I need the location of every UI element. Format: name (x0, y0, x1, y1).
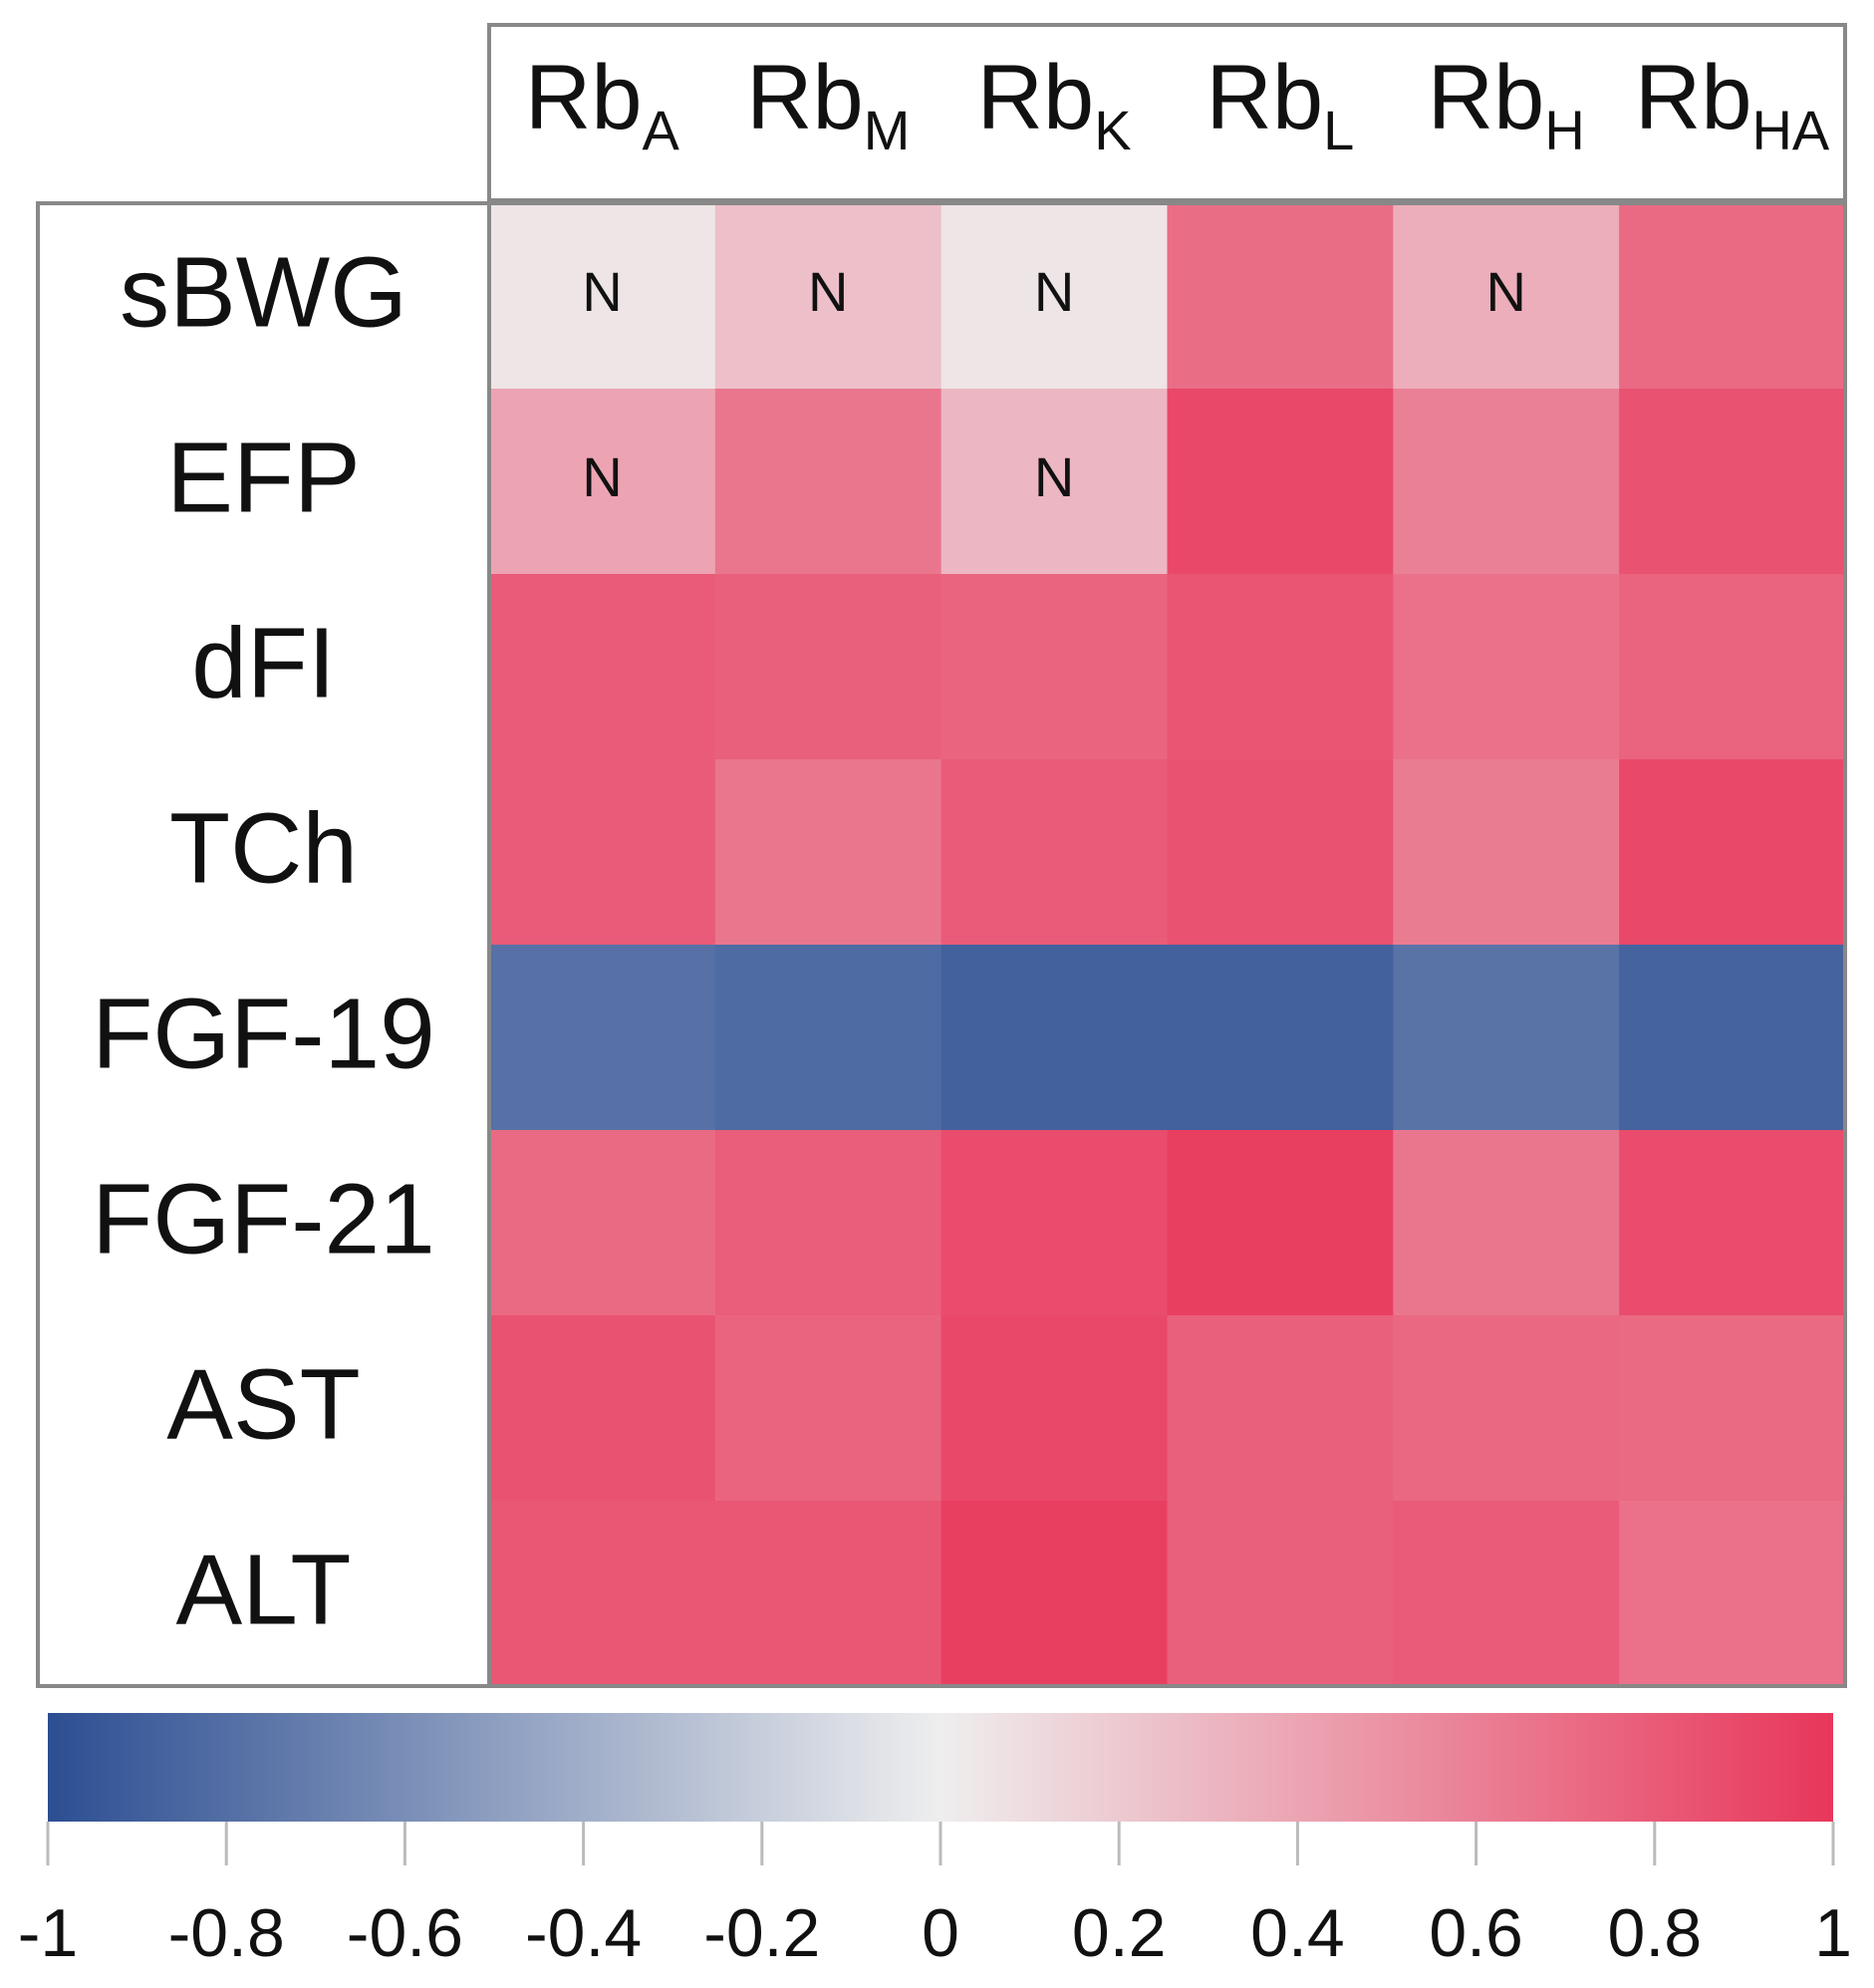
heatmap-cell (1167, 945, 1394, 1131)
heatmap-cell (489, 1315, 716, 1502)
heatmap-cell (1619, 203, 1846, 390)
row-label: ALT (176, 1534, 352, 1645)
heatmap-cell (1393, 389, 1620, 575)
column-label: RbHA (1635, 47, 1830, 161)
column-label-base: Rb (1635, 47, 1752, 148)
heatmap-cell (940, 1130, 1168, 1316)
heatmap-cell (940, 574, 1168, 760)
heatmap-cell (940, 1501, 1168, 1687)
heatmap-cell (1167, 759, 1394, 946)
heatmap-cell (1393, 945, 1620, 1131)
colorbar-tick-label: -0.2 (703, 1895, 820, 1971)
heatmap-cell (940, 759, 1168, 946)
column-label: RbM (746, 47, 910, 161)
heatmap-cell (489, 574, 716, 760)
colorbar-tick-label: 0.6 (1429, 1895, 1523, 1971)
heatmap-cell (1167, 1130, 1394, 1316)
heatmap-cell (714, 945, 942, 1131)
row-label: dFI (191, 607, 335, 718)
colorbar-tick-label: -0.4 (525, 1895, 642, 1971)
heatmap-cell (1619, 1315, 1846, 1502)
heatmap-cell (1619, 945, 1846, 1131)
column-label-base: Rb (1206, 47, 1324, 148)
colorbar-tick-label: 0.4 (1250, 1895, 1345, 1971)
heatmap-cell (940, 203, 1168, 390)
column-label: RbH (1428, 47, 1585, 161)
cell-label: N (582, 445, 622, 508)
column-label-sub: K (1094, 99, 1131, 161)
heatmap-cell (489, 203, 716, 390)
colorbar-tick-label: 0.8 (1608, 1895, 1703, 1971)
heatmap-cell (489, 759, 716, 946)
cell-label: N (808, 260, 848, 323)
heatmap-cell (1619, 1130, 1846, 1316)
heatmap-cell (489, 1501, 716, 1687)
heatmap-cell (1167, 203, 1394, 390)
heatmap-cell (489, 945, 716, 1131)
heatmap-cell (1393, 203, 1620, 390)
column-label: RbK (977, 47, 1132, 161)
heatmap-cell (940, 1315, 1168, 1502)
cell-label: N (582, 260, 622, 323)
row-label: sBWG (120, 236, 407, 348)
column-label-sub: M (864, 99, 911, 161)
heatmap-cell (1167, 389, 1394, 575)
colorbar-tick-label: 0.2 (1072, 1895, 1167, 1971)
heatmap-cell (714, 759, 942, 946)
heatmap-cell (940, 389, 1168, 575)
cell-label: N (1486, 260, 1526, 323)
heatmap-cell (1393, 574, 1620, 760)
heatmap-cell (1619, 389, 1846, 575)
heatmap-cell (1167, 1315, 1394, 1502)
heatmap-cell (940, 945, 1168, 1131)
column-label-base: Rb (746, 47, 864, 148)
column-label-sub: HA (1751, 99, 1829, 161)
heatmap-cell (1393, 1501, 1620, 1687)
colorbar-tick-label: -1 (18, 1895, 78, 1971)
row-label: FGF-21 (92, 1163, 434, 1275)
column-label-sub: H (1544, 99, 1584, 161)
colorbar-tick-label: -0.8 (168, 1895, 285, 1971)
row-label: EFP (166, 422, 360, 533)
heatmap-cell (714, 389, 942, 575)
grid-border (487, 201, 1847, 1688)
heatmap-cell (1393, 1130, 1620, 1316)
row-label: TCh (169, 792, 358, 904)
colorbar-tick-label: -0.6 (347, 1895, 463, 1971)
cell-label: N (1034, 445, 1074, 508)
heatmap-cell (714, 1130, 942, 1316)
header-box (487, 23, 1847, 202)
heatmap-cell (1619, 759, 1846, 946)
column-label-base: Rb (1428, 47, 1545, 148)
heatmap-cell (1393, 1315, 1620, 1502)
heatmap-cell (1619, 574, 1846, 760)
column-label-base: Rb (525, 47, 643, 148)
heatmap-cell (1393, 759, 1620, 946)
row-label-box (36, 201, 491, 1688)
column-label: RbA (525, 47, 680, 161)
column-label-sub: L (1323, 99, 1354, 161)
column-label-sub: A (643, 99, 680, 161)
heatmap-cell (1167, 574, 1394, 760)
row-label: AST (166, 1348, 360, 1460)
heatmap-cell (489, 1130, 716, 1316)
heatmap-cell (1167, 1501, 1394, 1687)
colorbar (48, 1713, 1833, 1822)
heatmap-cell (714, 1315, 942, 1502)
row-label: FGF-19 (92, 978, 434, 1089)
heatmap-cell (714, 203, 942, 390)
colorbar-tick-label: 1 (1814, 1895, 1852, 1971)
colorbar-tick-label: 0 (922, 1895, 959, 1971)
heatmap-cell (714, 574, 942, 760)
heatmap-cell (714, 1501, 942, 1687)
heatmap-cell (489, 389, 716, 575)
column-label-base: Rb (977, 47, 1095, 148)
column-label: RbL (1206, 47, 1355, 161)
cell-label: N (1034, 260, 1074, 323)
heatmap-cell (1619, 1501, 1846, 1687)
